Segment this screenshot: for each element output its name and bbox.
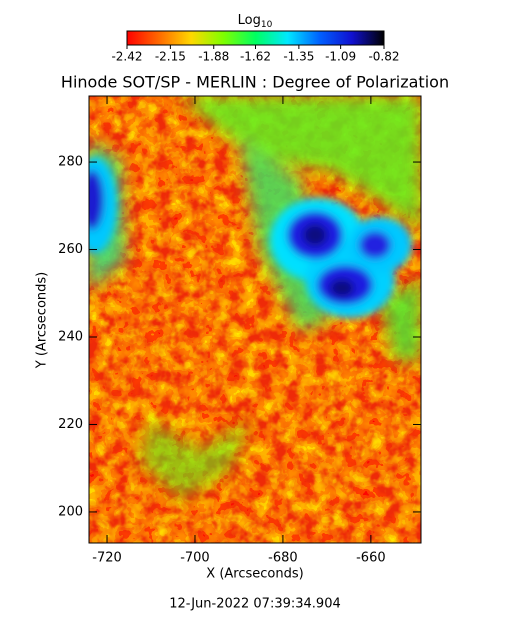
colorbar-tick-label: -0.82 [368, 50, 399, 64]
y-tick-label: 200 [58, 504, 83, 519]
colorbar-tick-label: -2.42 [111, 50, 142, 64]
colorbar-tick-label: -2.15 [155, 50, 186, 64]
y-tick-label: 260 [58, 242, 83, 257]
x-tick-label: -660 [356, 551, 386, 566]
y-tick-label: 220 [58, 417, 83, 432]
timestamp: 12-Jun-2022 07:39:34.904 [169, 597, 341, 612]
colorbar-tick-label: -1.88 [198, 50, 229, 64]
y-tick-label: 280 [58, 155, 83, 170]
colorbar-label: Log10 [238, 13, 273, 30]
y-tick-label: 240 [58, 329, 83, 344]
colorbar-tick-label: -1.35 [283, 50, 314, 64]
x-tick-label: -720 [92, 551, 122, 566]
colorbar-label-text: Log [238, 13, 261, 28]
x-tick-label: -700 [180, 551, 210, 566]
colorbar-label-sub: 10 [261, 20, 273, 30]
colorbar [126, 30, 385, 46]
polarization-image [89, 96, 421, 543]
x-axis-label: X (Arcseconds) [206, 567, 303, 582]
colorbar-tick-label: -1.09 [325, 50, 356, 64]
x-tick-label: -680 [268, 551, 298, 566]
chart-title: Hinode SOT/SP - MERLIN : Degree of Polar… [61, 73, 449, 92]
y-axis-label: Y (Arcseconds) [35, 272, 50, 369]
plot-frame [88, 95, 422, 544]
colorbar-tick-label: -1.62 [240, 50, 271, 64]
